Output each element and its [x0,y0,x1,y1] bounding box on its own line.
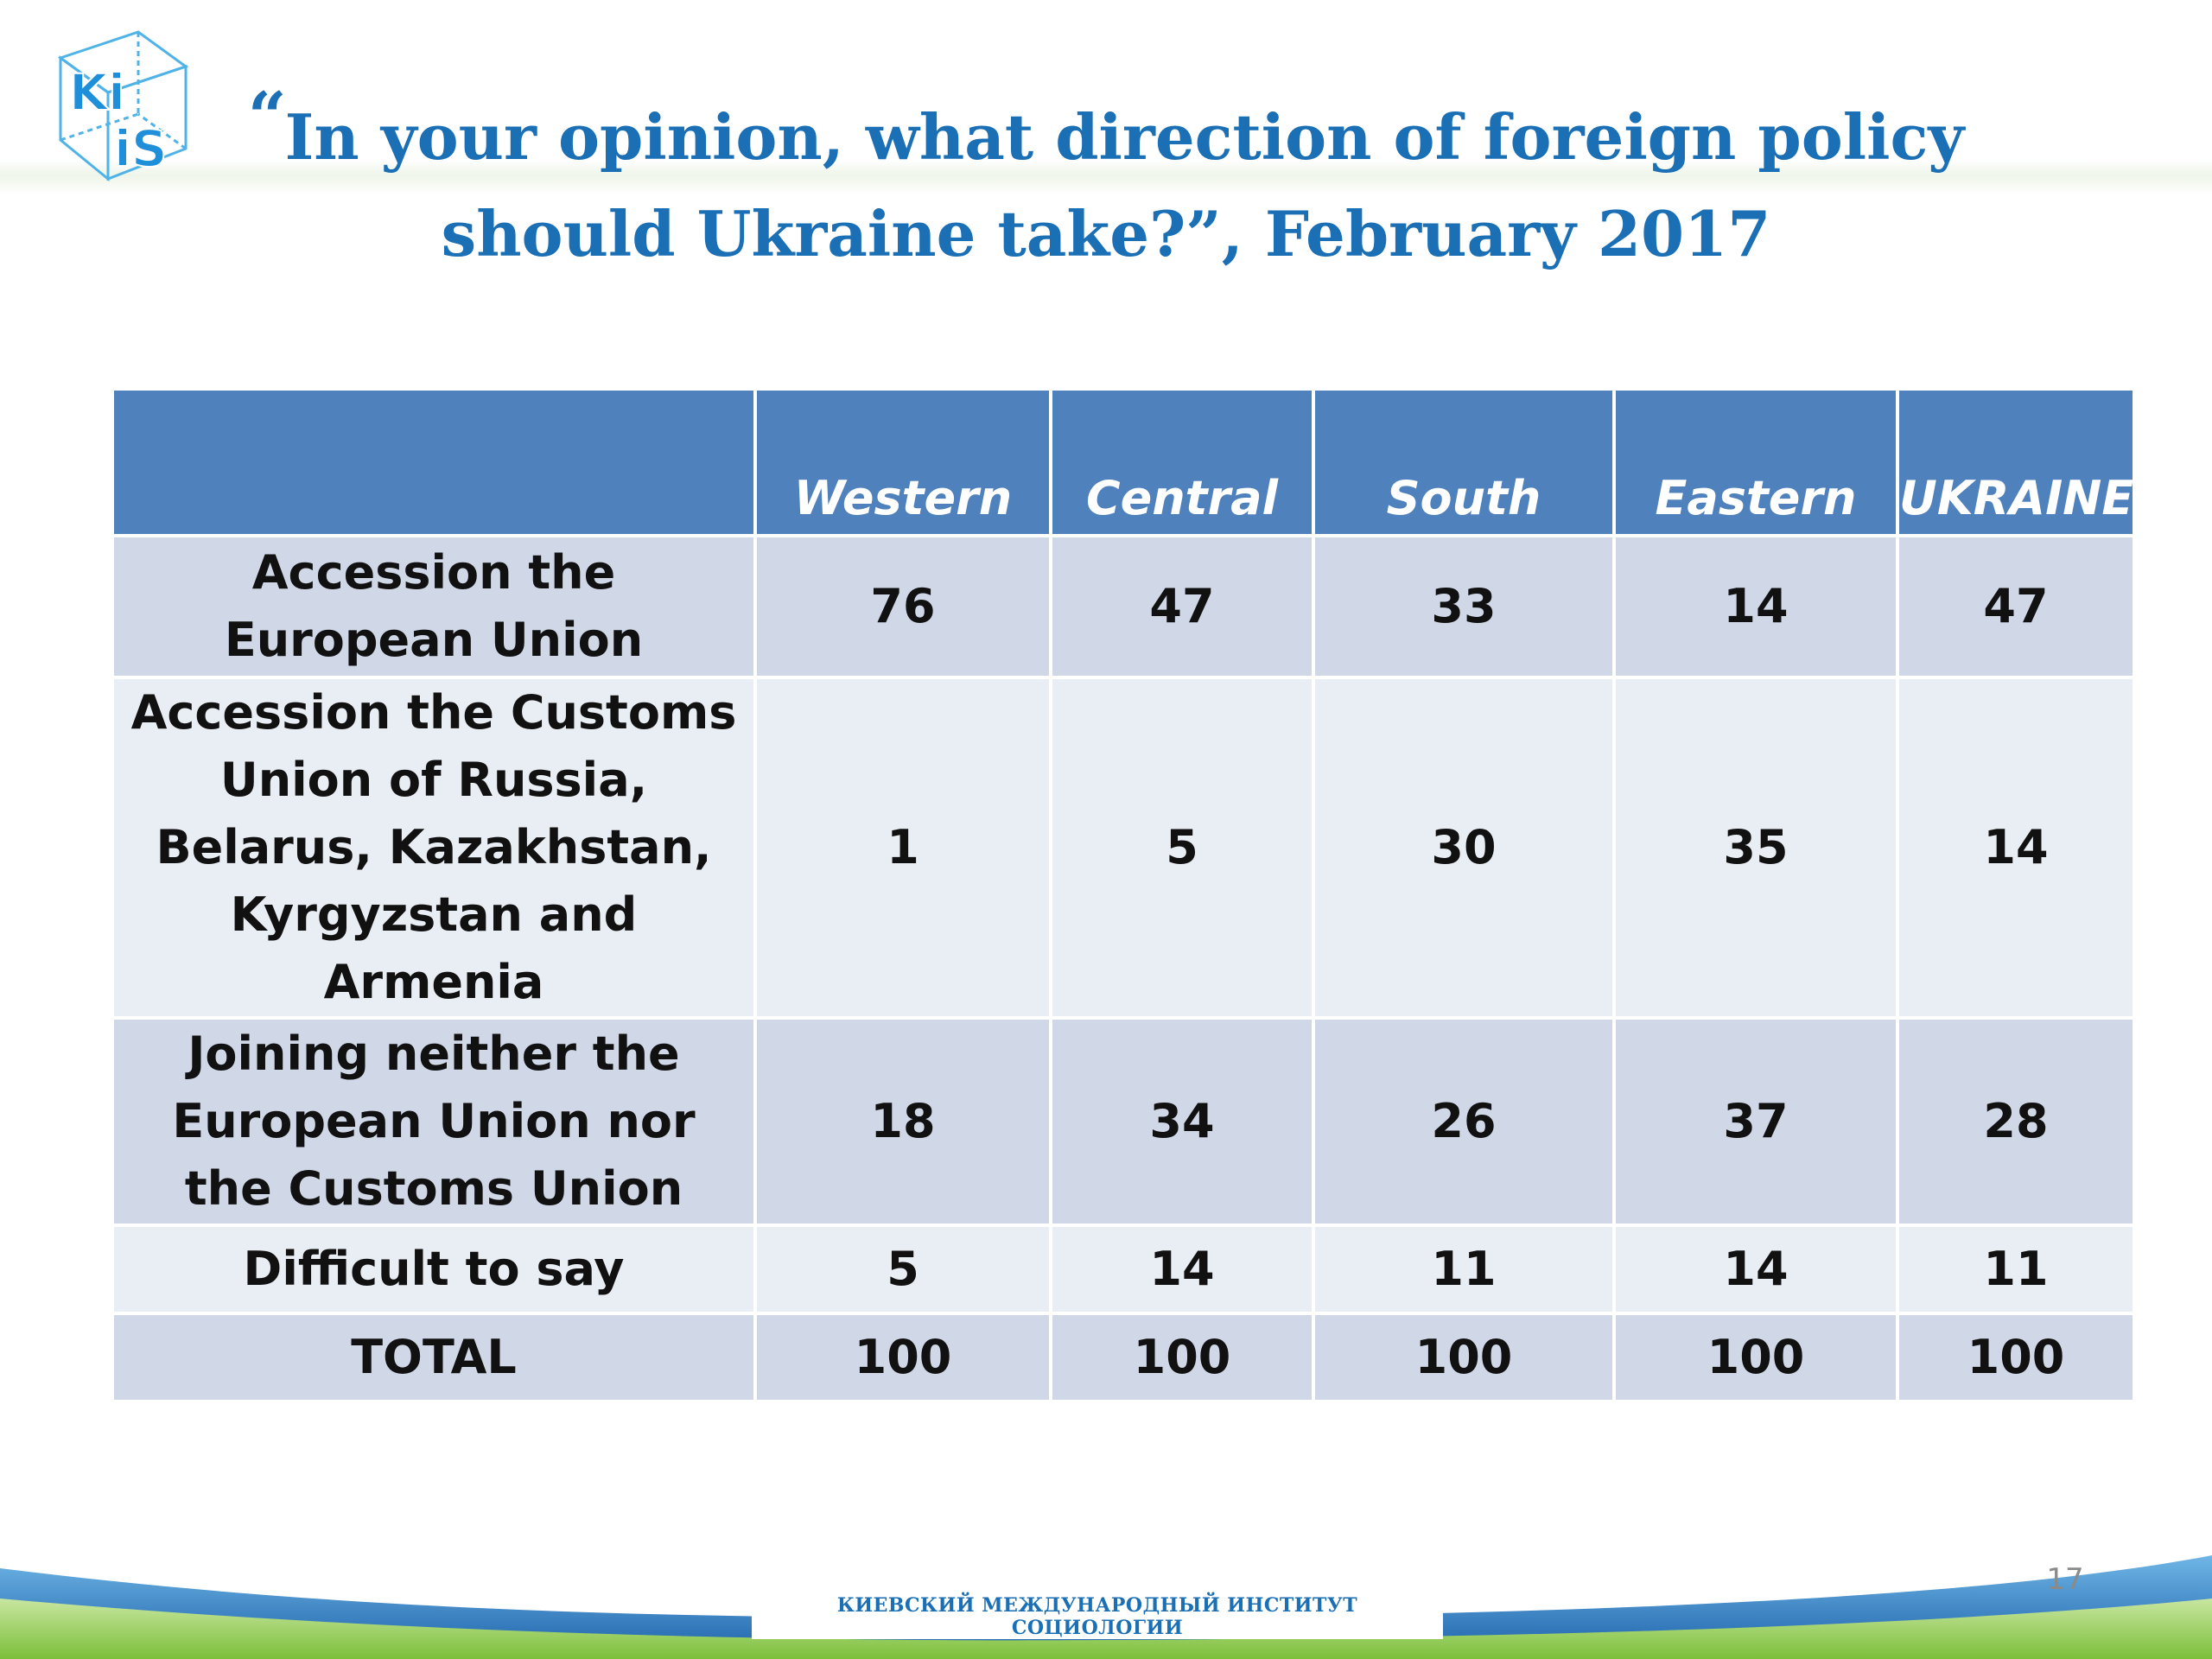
table-row: Accession the European Union 76 47 33 14… [111,534,2136,679]
table-cell: 34 [1049,1016,1315,1227]
header-cell-ukraine: UKRAINE [1896,387,2136,537]
table-cell: 100 [753,1312,1052,1403]
table-cell: 47 [1049,534,1315,679]
title-quote-mark: “ [247,78,287,156]
footer-swoosh [0,1555,2212,1659]
table-cell: 28 [1896,1016,2136,1227]
svg-text:iS: iS [114,119,168,178]
survey-table: Western Central South Eastern UKRAINE Ac… [111,387,2136,1403]
svg-text:Ki: Ki [69,63,125,122]
header-cell-empty [111,387,757,537]
kiis-logo: Ki iS [57,30,189,182]
table-cell: 26 [1312,1016,1616,1227]
table-cell: 33 [1312,534,1616,679]
header-cell-south: South [1312,387,1616,537]
table-cell: 11 [1896,1224,2136,1315]
table-cell: 11 [1312,1224,1616,1315]
table-cell: 76 [753,534,1052,679]
table-cell: 14 [1612,534,1899,679]
row-label: Accession the European Union [111,534,757,679]
row-label: Accession the Customs Union of Russia, B… [111,676,757,1020]
header-band [0,160,2212,194]
table-cell: 100 [1312,1312,1616,1403]
row-label: Difficult to say [111,1224,757,1315]
page-number: 17 [2046,1562,2084,1597]
table-row: Joining neither the European Union nor t… [111,1016,2136,1227]
table-cell: 100 [1612,1312,1899,1403]
title-line-1: In your opinion, what direction of forei… [284,100,1965,174]
header-cell-eastern: Eastern [1612,387,1899,537]
table-cell: 14 [1612,1224,1899,1315]
table-row: Accession the Customs Union of Russia, B… [111,676,2136,1020]
table-cell: 18 [753,1016,1052,1227]
table-row-total: TOTAL 100 100 100 100 100 [111,1312,2136,1403]
table-header-row: Western Central South Eastern UKRAINE [111,387,2136,537]
table-cell: 47 [1896,534,2136,679]
row-label: TOTAL [111,1312,757,1403]
header-cell-western: Western [753,387,1052,537]
row-label: Joining neither the European Union nor t… [111,1016,757,1227]
table-cell: 14 [1896,676,2136,1020]
table-cell: 5 [1049,676,1315,1020]
table-cell: 100 [1049,1312,1315,1403]
title-line-2: should Ukraine take?”, February 2017 [441,197,1771,270]
table-cell: 30 [1312,676,1616,1020]
table-cell: 5 [753,1224,1052,1315]
table-cell: 14 [1049,1224,1315,1315]
header-cell-central: Central [1049,387,1315,537]
table-cell: 35 [1612,676,1899,1020]
table-cell: 37 [1612,1016,1899,1227]
slide-title: “In your opinion, what direction of fore… [173,69,2039,283]
table-cell: 100 [1896,1312,2136,1403]
table-row: Difficult to say 5 14 11 14 11 [111,1224,2136,1315]
footer-institute-name: КИЕВСКИЙ МЕЖДУНАРОДНЫЙ ИНСТИТУТ СОЦИОЛОГ… [752,1594,1443,1639]
table-cell: 1 [753,676,1052,1020]
